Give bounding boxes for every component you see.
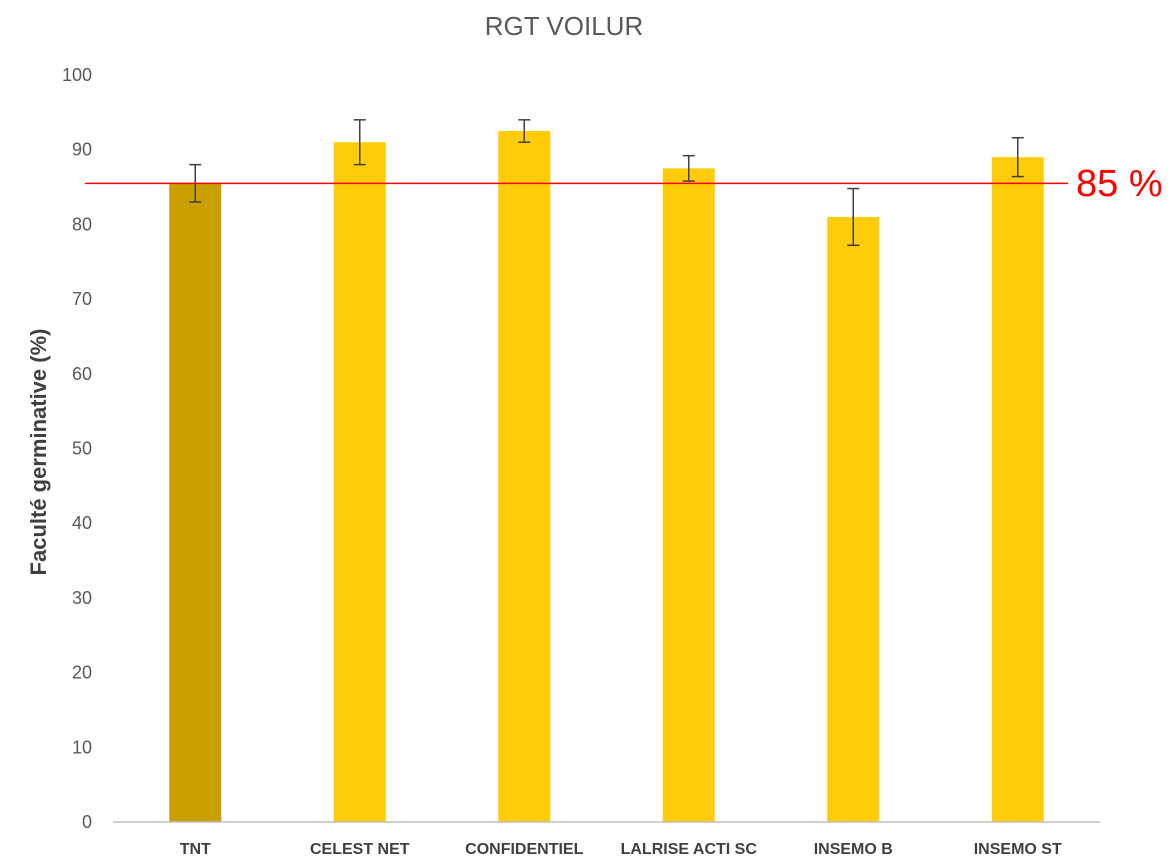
y-tick-label: 30 <box>72 588 92 608</box>
bar-insemo-b <box>827 216 880 822</box>
y-axis-label: Faculté germinative (%) <box>26 329 51 576</box>
y-tick-label: 0 <box>82 812 92 832</box>
error-bar <box>518 119 531 143</box>
y-tick-label: 90 <box>72 140 92 160</box>
bar-lalrise-acti-sc <box>662 168 715 822</box>
x-tick-label: CONFIDENTIEL <box>465 841 583 858</box>
y-tick-label: 60 <box>72 364 92 384</box>
x-tick-label: INSEMO ST <box>974 841 1062 858</box>
y-tick-label: 100 <box>62 65 92 85</box>
error-bar <box>353 119 366 166</box>
bar-celest-net <box>333 142 386 823</box>
bar-tnt <box>169 183 222 822</box>
y-tick-label: 80 <box>72 214 92 234</box>
bar-insemo-st <box>991 157 1044 823</box>
bar-confidentiel <box>498 131 551 822</box>
x-tick-label: TNT <box>180 841 211 858</box>
x-tick-label: LALRISE ACTI SC <box>621 841 758 858</box>
error-bar <box>847 187 860 247</box>
x-tick-label: CELEST NET <box>310 841 410 858</box>
error-bar <box>1011 136 1024 178</box>
error-bar <box>682 154 695 182</box>
y-tick-label: 10 <box>72 737 92 757</box>
y-tick-label: 40 <box>72 513 92 533</box>
y-tick-label: 50 <box>72 439 92 459</box>
chart-title: RGT VOILUR <box>485 11 643 41</box>
x-tick-label: INSEMO B <box>814 841 893 858</box>
y-tick-label: 20 <box>72 663 92 683</box>
y-tick-label: 70 <box>72 289 92 309</box>
plot-area: 0 10 20 30 40 50 60 70 80 90 100 TNT CELEST NET CONFI… <box>62 65 1100 858</box>
reference-line-label: 85 % <box>1076 163 1163 205</box>
